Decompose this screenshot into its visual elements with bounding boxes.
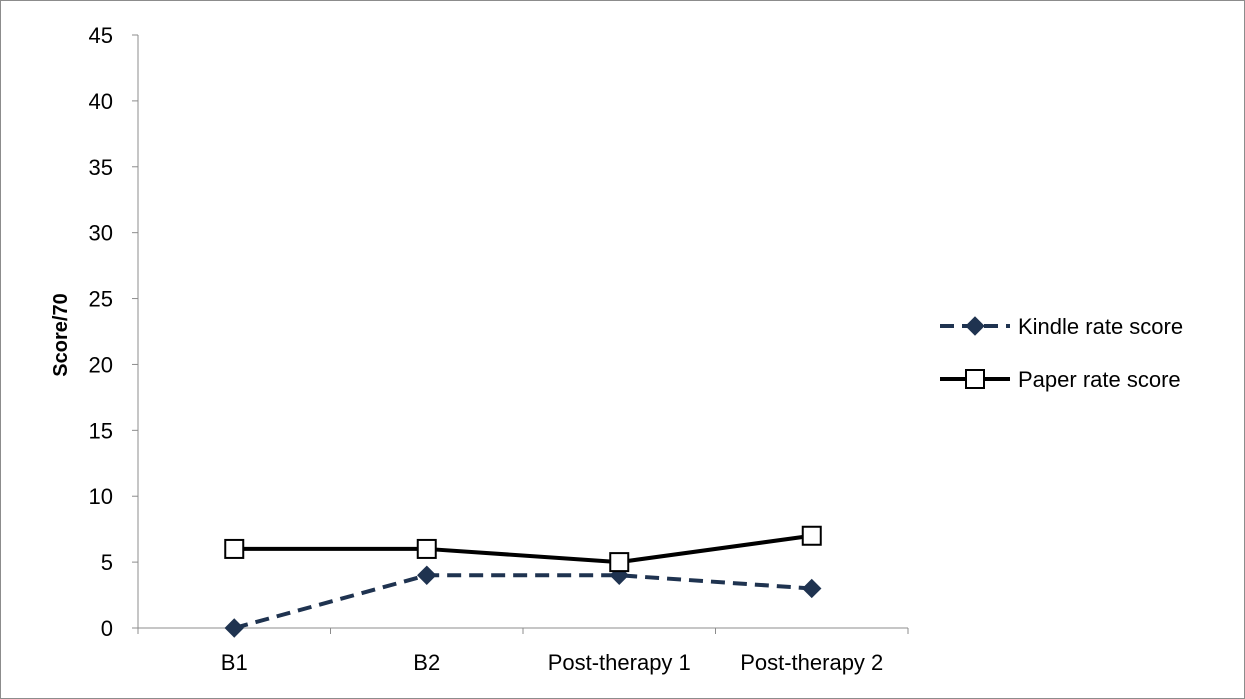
series-1 xyxy=(224,525,822,573)
series-layer xyxy=(224,525,822,638)
y-tick-label: 0 xyxy=(101,616,113,641)
x-tick-label: Post-therapy 1 xyxy=(548,650,691,675)
y-tick-label: 30 xyxy=(89,221,113,246)
series-0 xyxy=(224,565,822,638)
data-point-marker xyxy=(416,538,437,559)
y-tick-label: 40 xyxy=(89,89,113,114)
legend-label: Paper rate score xyxy=(1018,367,1181,392)
data-point-marker xyxy=(417,565,437,585)
legend-label: Kindle rate score xyxy=(1018,314,1183,339)
legend: Kindle rate score Paper rate score xyxy=(940,314,1183,392)
x-tick-label: B1 xyxy=(221,650,248,675)
data-point-marker xyxy=(802,578,822,599)
data-point-marker xyxy=(224,618,244,638)
series-line xyxy=(234,533,813,565)
legend-item: Paper rate score xyxy=(940,367,1181,392)
data-point-marker xyxy=(224,538,245,559)
y-tick-label: 35 xyxy=(89,155,113,180)
legend-item: Kindle rate score xyxy=(940,314,1183,339)
data-point-marker xyxy=(801,525,822,546)
y-tick-label: 25 xyxy=(89,287,113,312)
axes: 0 5 10 15 20 25 30 35 40 45 B1 B2 Post-therapy 1 Post… xyxy=(89,23,909,675)
x-tick-label: B2 xyxy=(413,650,440,675)
legend-marker xyxy=(965,369,985,389)
x-tick-label: Post-therapy 2 xyxy=(740,650,883,675)
y-tick-label: 45 xyxy=(89,23,113,48)
y-axis-title: Score/70 xyxy=(50,293,72,376)
data-point-marker xyxy=(609,552,630,573)
legend-marker xyxy=(965,316,985,336)
y-tick-label: 10 xyxy=(89,484,113,509)
y-tick-label: 15 xyxy=(89,418,113,443)
y-tick-label: 20 xyxy=(89,352,113,377)
y-tick-label: 5 xyxy=(101,550,113,575)
series-line xyxy=(233,573,812,630)
